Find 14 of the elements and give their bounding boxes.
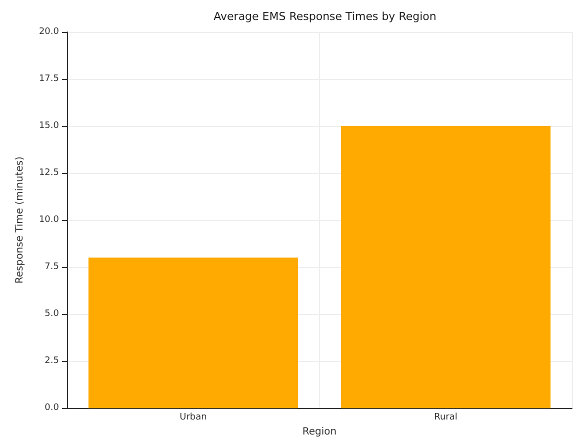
y-tick-label: 2.5	[44, 356, 59, 366]
y-tick-label: 7.5	[44, 262, 59, 272]
y-tick-label: 5.0	[44, 309, 60, 320]
y-tick-label: 12.5	[38, 168, 59, 178]
y-tick-label: 17.5	[38, 74, 59, 84]
chart-title: Average EMS Response Times by Region	[214, 10, 436, 23]
x-tick-label: Urban	[180, 412, 207, 423]
y-tick-label: 20.0	[38, 27, 60, 37]
x-tick-label: Rural	[434, 412, 458, 423]
y-tick-label: 0.0	[44, 403, 60, 414]
y-tick-label: 15.0	[38, 121, 60, 132]
y-tick-label: 10.0	[38, 215, 60, 226]
y-axis-title: Response Time (minutes)	[14, 156, 26, 284]
x-axis-title: Region	[302, 426, 337, 438]
